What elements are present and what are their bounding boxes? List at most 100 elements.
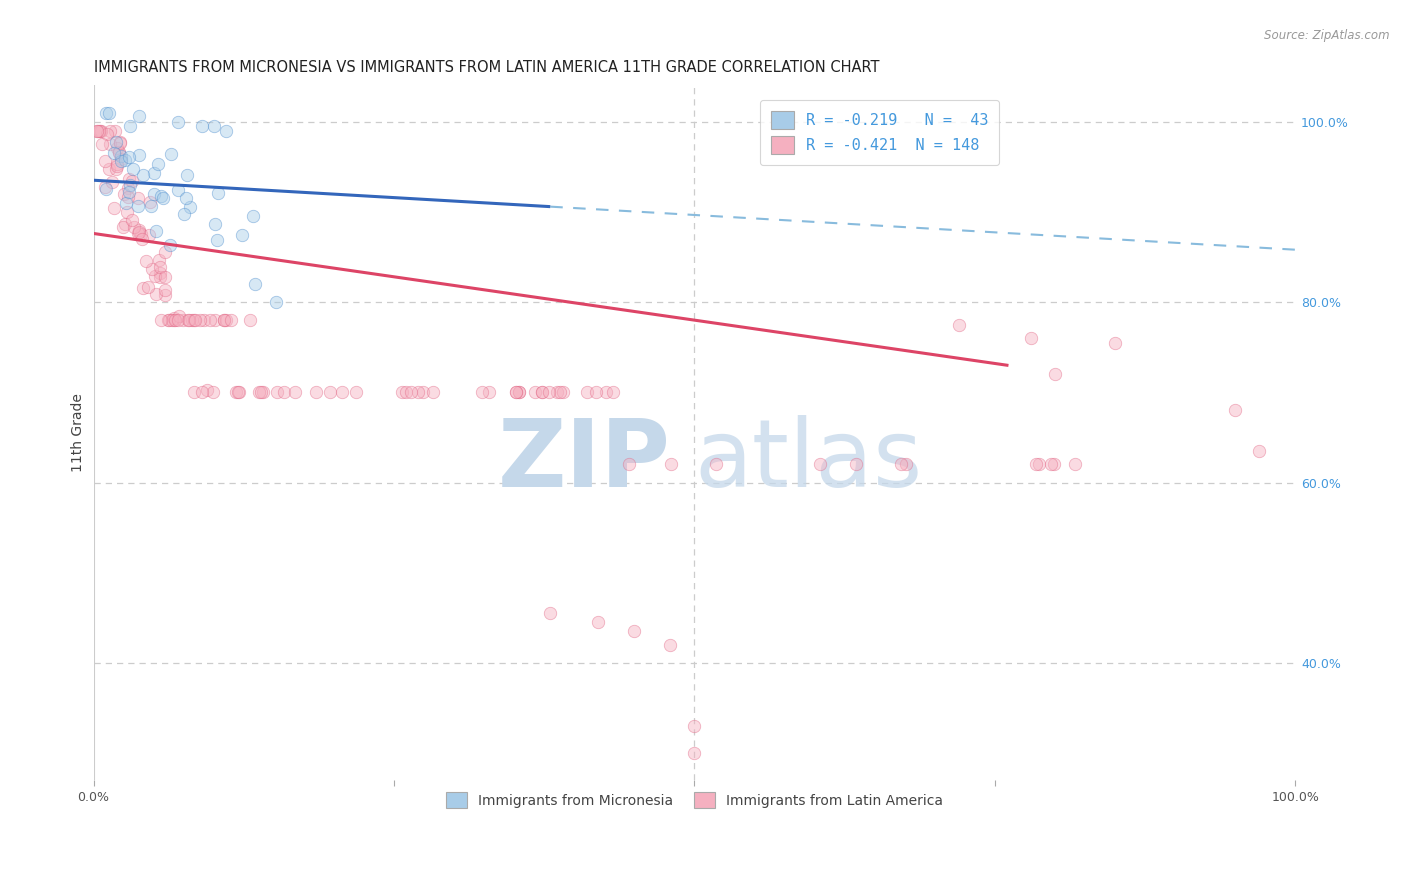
Point	[305, 385, 328, 400]
Point	[160, 147, 183, 161]
Point	[266, 385, 288, 400]
Point	[128, 109, 150, 123]
Point	[215, 123, 238, 137]
Point	[117, 171, 139, 186]
Point	[145, 224, 167, 238]
Point	[150, 313, 173, 327]
Point	[94, 180, 117, 194]
Point	[391, 385, 413, 400]
Point	[96, 105, 118, 120]
Point	[150, 189, 173, 203]
Point	[118, 185, 141, 199]
Point	[167, 313, 190, 327]
Point	[132, 169, 155, 183]
Point	[103, 145, 125, 160]
Point	[128, 147, 150, 161]
Point	[247, 385, 270, 400]
Point	[399, 385, 422, 400]
Point	[131, 232, 153, 246]
Point	[153, 283, 176, 297]
Point	[617, 458, 640, 472]
Point	[94, 182, 117, 196]
Point	[143, 268, 166, 283]
Point	[91, 136, 114, 151]
Point	[90, 123, 112, 137]
Point	[704, 458, 727, 472]
Point	[149, 260, 172, 274]
Point	[531, 385, 554, 400]
Point	[538, 607, 561, 621]
Point	[167, 309, 190, 323]
Point	[166, 114, 188, 128]
Point	[683, 746, 706, 760]
Point	[141, 262, 163, 277]
Point	[112, 186, 135, 201]
Point	[105, 161, 128, 176]
Point	[104, 123, 127, 137]
Point	[245, 277, 267, 292]
Point	[128, 222, 150, 236]
Point	[181, 313, 204, 327]
Point	[225, 385, 247, 400]
Point	[148, 252, 170, 267]
Y-axis label: 11th Grade: 11th Grade	[72, 393, 86, 473]
Point	[105, 136, 128, 150]
Point	[111, 220, 134, 235]
Point	[159, 238, 181, 252]
Point	[1104, 335, 1126, 350]
Point	[201, 385, 224, 400]
Point	[155, 245, 177, 260]
Point	[149, 270, 172, 285]
Point	[810, 458, 832, 472]
Point	[108, 145, 131, 160]
Point	[114, 217, 136, 231]
Point	[319, 385, 342, 400]
Point	[184, 313, 207, 327]
Point	[117, 190, 139, 204]
Point	[1225, 403, 1247, 417]
Point	[406, 385, 429, 400]
Point	[242, 209, 264, 223]
Point	[135, 254, 157, 268]
Point	[157, 313, 180, 327]
Point	[108, 145, 131, 160]
Point	[471, 385, 494, 400]
Point	[231, 227, 253, 242]
Point	[139, 194, 162, 209]
Point	[190, 119, 212, 133]
Point	[250, 385, 273, 400]
Point	[344, 385, 367, 400]
Point	[146, 156, 169, 170]
Point	[200, 313, 222, 327]
Point	[122, 219, 145, 234]
Point	[145, 286, 167, 301]
Point	[412, 385, 434, 400]
Point	[152, 191, 174, 205]
Point	[575, 385, 598, 400]
Point	[183, 385, 205, 400]
Point	[127, 191, 149, 205]
Point	[179, 200, 201, 214]
Point	[132, 281, 155, 295]
Point	[110, 149, 132, 163]
Point	[204, 217, 226, 231]
Point	[239, 313, 262, 327]
Point	[659, 638, 682, 652]
Point	[588, 615, 610, 630]
Point	[162, 313, 184, 327]
Point	[602, 385, 624, 400]
Point	[153, 288, 176, 302]
Point	[105, 141, 128, 155]
Point	[98, 105, 121, 120]
Point	[508, 385, 530, 400]
Point	[117, 181, 139, 195]
Text: atlas: atlas	[695, 415, 922, 507]
Point	[1025, 458, 1047, 472]
Point	[105, 157, 128, 171]
Point	[127, 226, 149, 240]
Point	[523, 385, 546, 400]
Point	[172, 313, 194, 327]
Point	[623, 624, 645, 639]
Point	[478, 385, 501, 400]
Point	[212, 313, 235, 327]
